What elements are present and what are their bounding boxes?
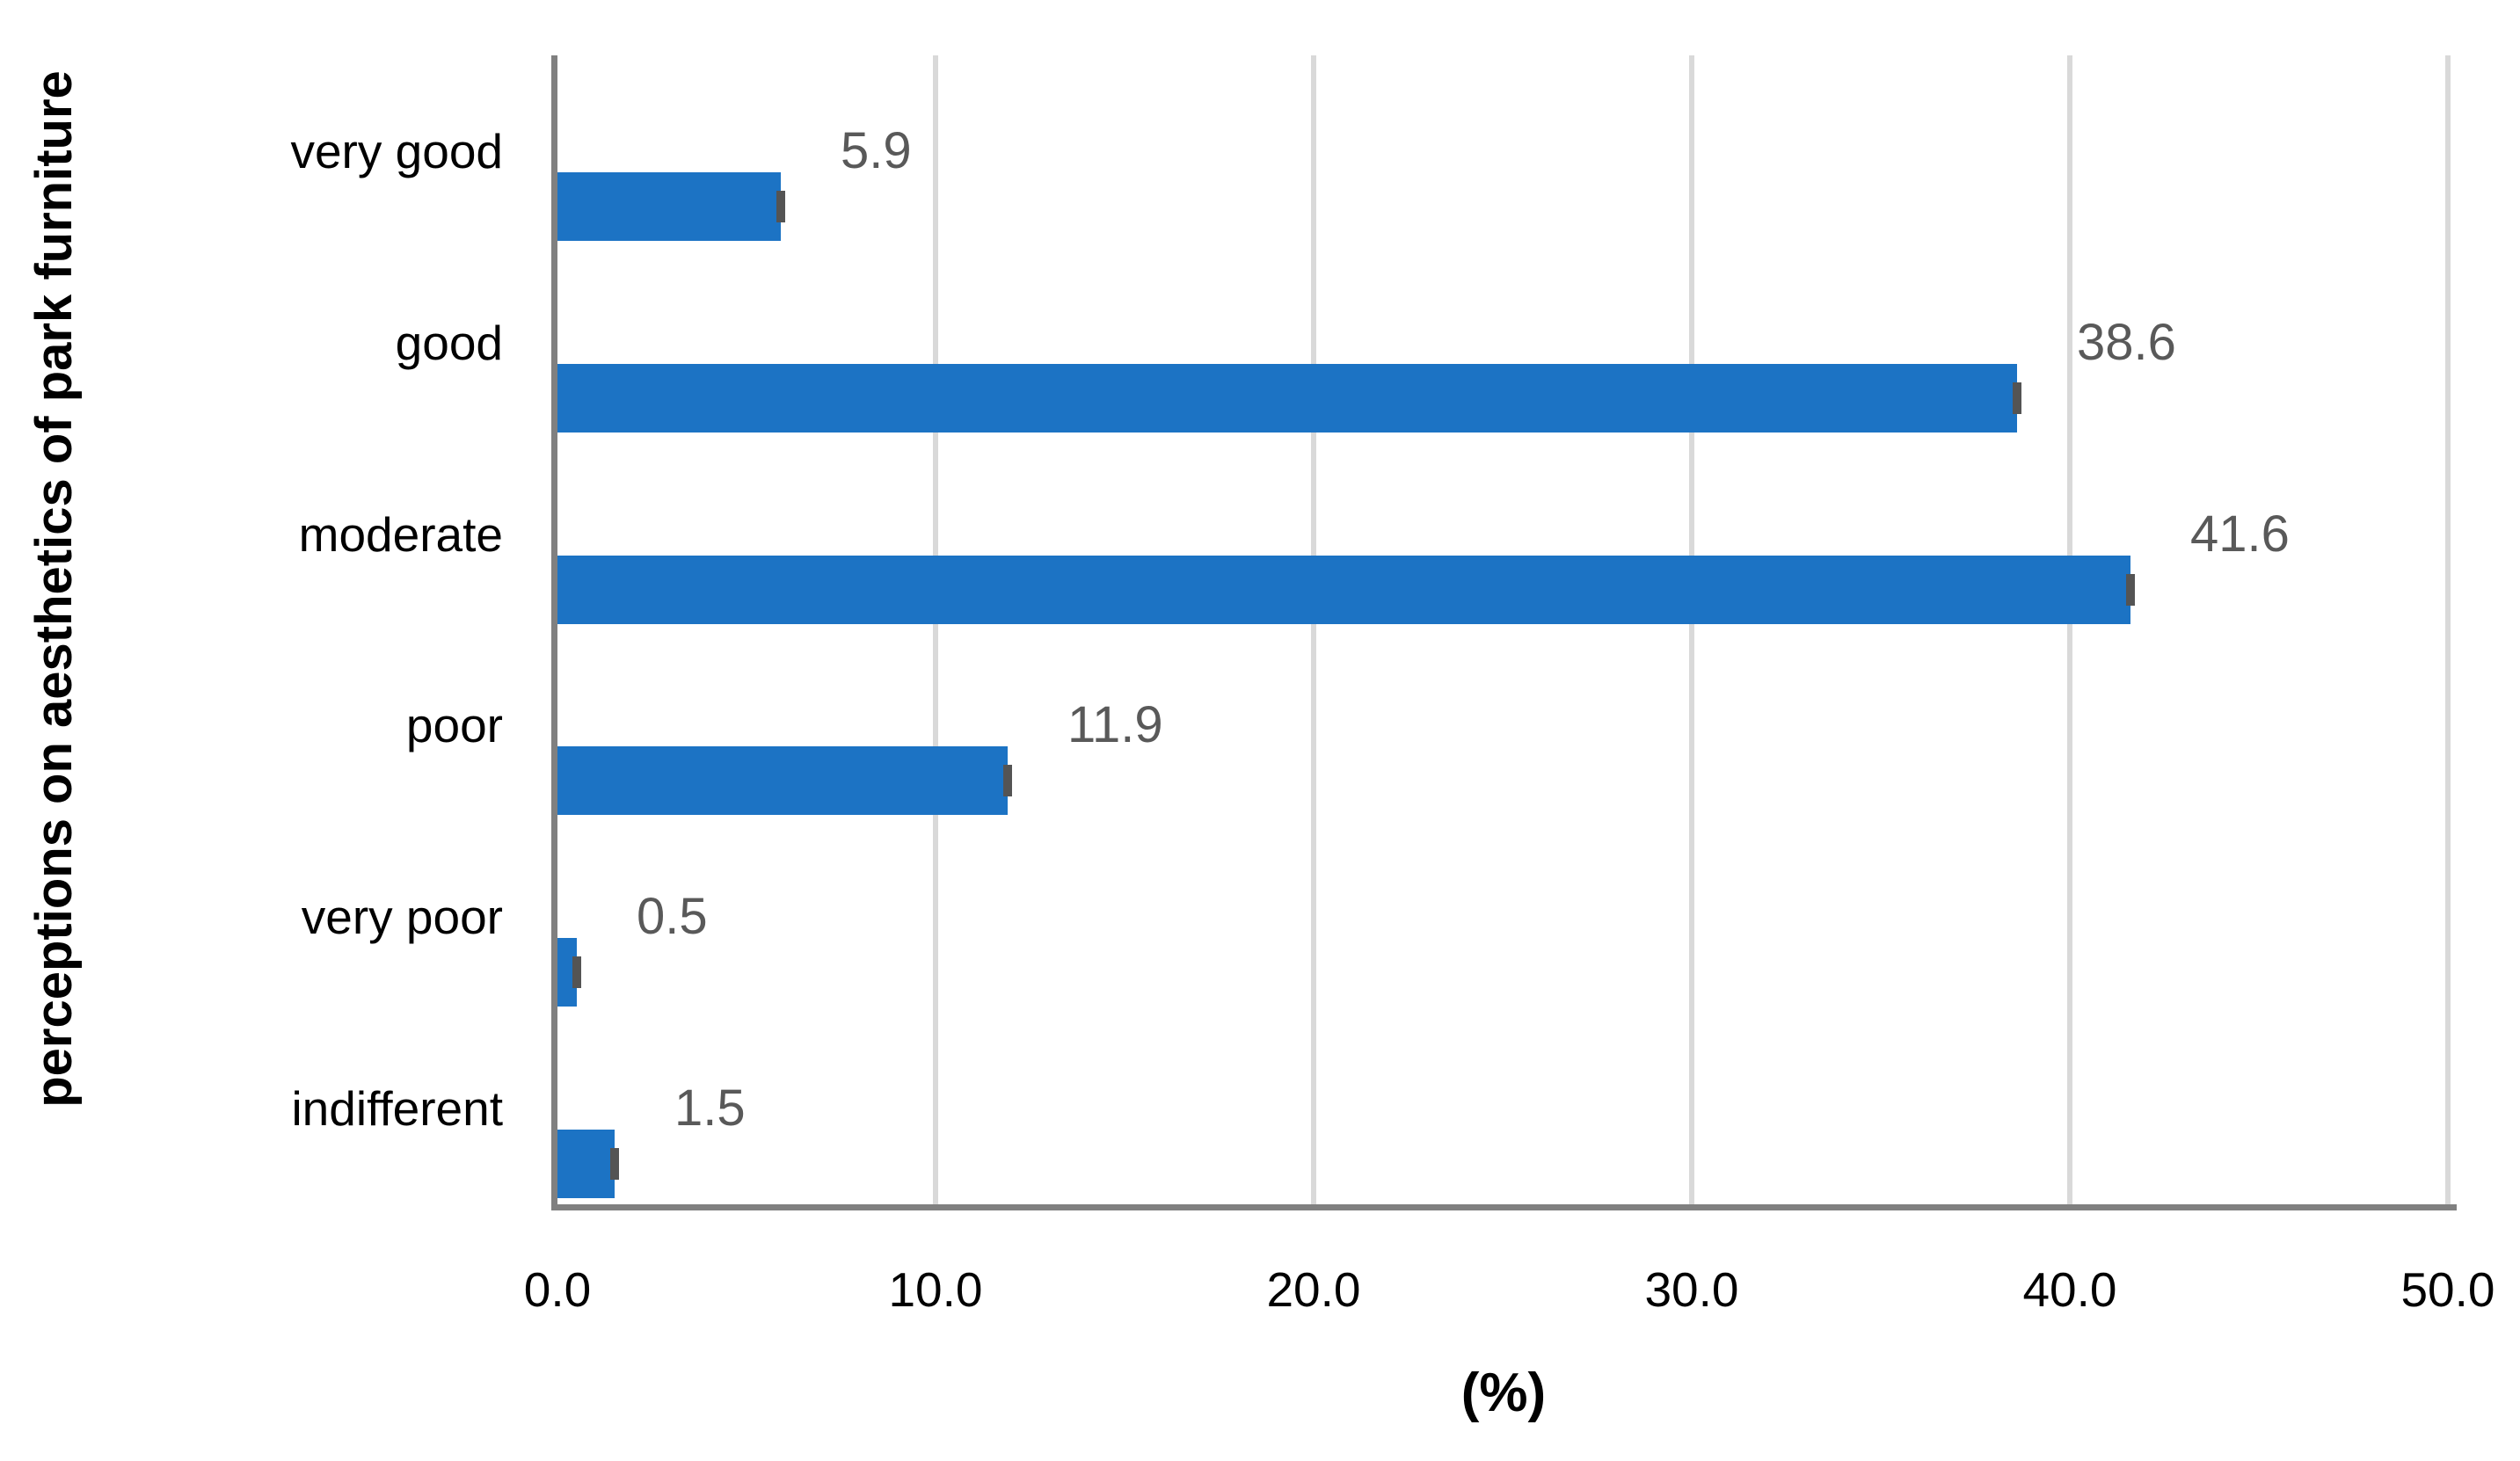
error-bar-cap-poor [1003,765,1012,797]
y-axis-line [551,55,557,1210]
x-tick-label: 0.0 [523,1262,592,1317]
bar-poor [557,746,1008,816]
x-tick-label: 30.0 [1644,1262,1739,1317]
error-bar-cap-very-poor [572,956,581,989]
category-label-moderate: moderate [298,506,503,562]
gridline-20.0 [1311,55,1316,1204]
data-label-indifferent: 1.5 [674,1079,746,1138]
x-axis-line [551,1204,2457,1210]
data-label-very-good: 5.9 [841,121,912,179]
error-bar-cap-good [2013,382,2021,414]
data-label-good: 38.6 [2077,313,2176,371]
x-tick-label: 20.0 [1266,1262,1361,1317]
gridline-40.0 [2067,55,2072,1204]
category-label-good: good [395,315,503,370]
x-tick-label: 40.0 [2022,1262,2117,1317]
plot-area [557,55,2451,1204]
error-bar-cap-very-good [776,190,785,222]
error-bar-cap-indifferent [610,1148,619,1181]
data-label-moderate: 41.6 [2190,505,2290,563]
data-label-very-poor: 0.5 [637,888,708,946]
category-label-indifferent: indifferent [291,1081,503,1137]
category-label-very-good: very good [290,123,503,178]
error-bar-cap-moderate [2126,573,2135,606]
x-axis-title: (%) [1460,1363,1547,1423]
category-label-poor: poor [405,698,503,753]
bar-very-good [557,171,781,241]
gridline-10.0 [933,55,938,1204]
gridline-30.0 [1689,55,1694,1204]
x-tick-label: 10.0 [888,1262,983,1317]
category-label-very-poor: very poor [301,890,503,945]
x-tick-label: 50.0 [2400,1262,2495,1317]
bar-moderate [557,555,2130,624]
bar-very-poor [557,938,577,1007]
bar-indifferent [557,1130,615,1199]
bar-good [557,363,2017,432]
gridline-50.0 [2445,55,2451,1204]
data-label-poor: 11.9 [1067,696,1163,754]
